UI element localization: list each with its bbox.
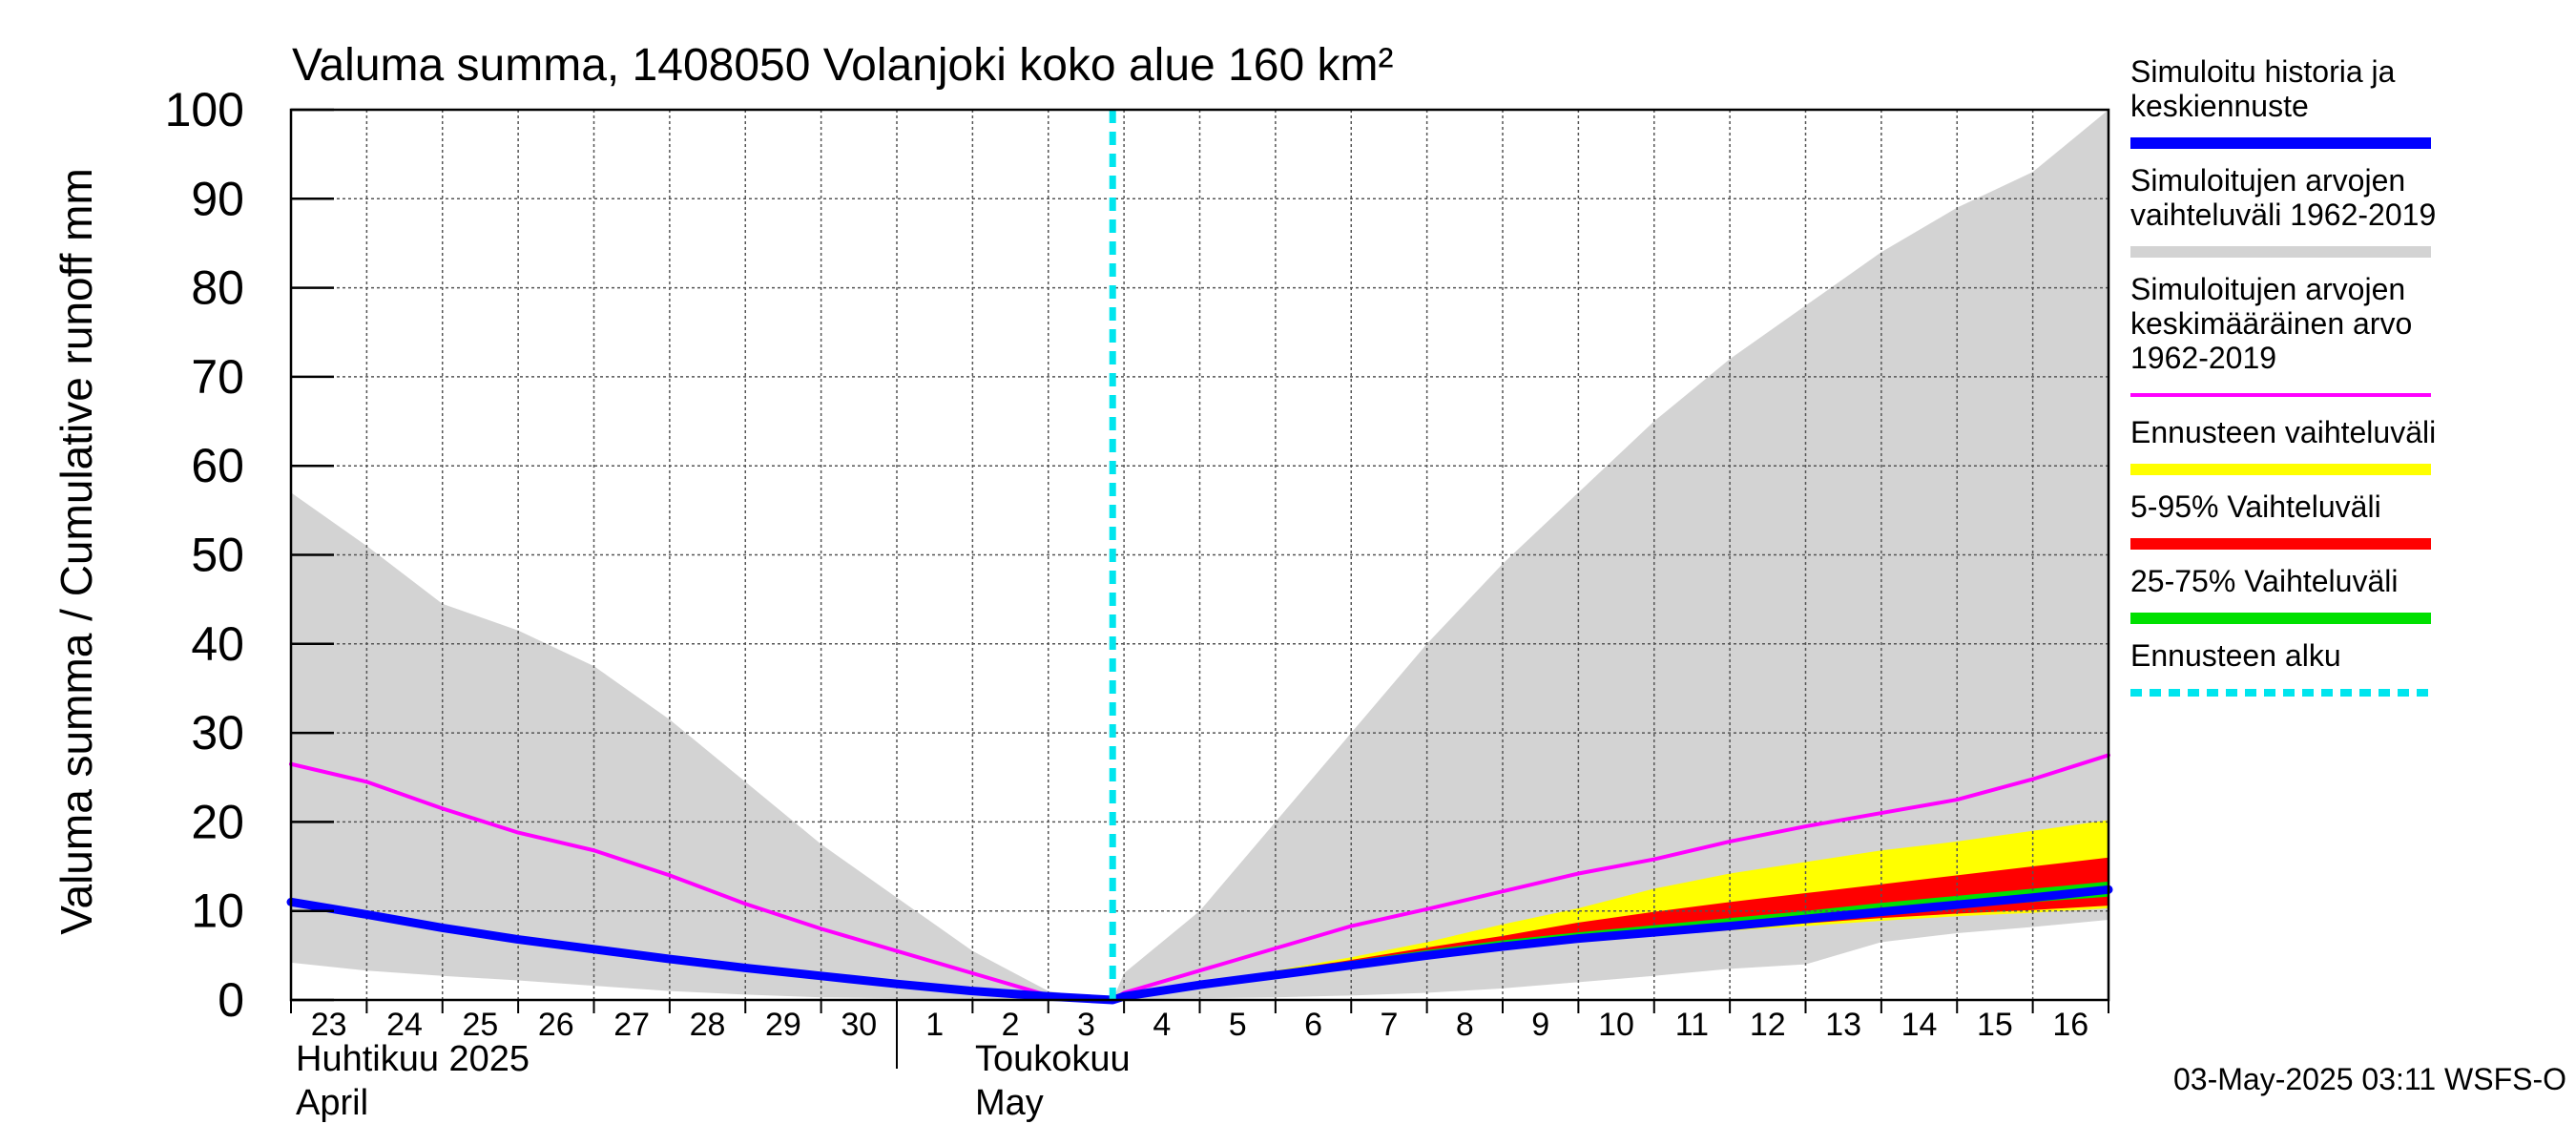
x-day-label: 26 <box>538 1007 574 1043</box>
month-label-fi: Toukokuu <box>975 1039 1131 1079</box>
timestamp-footer: 03-May-2025 03:11 WSFS-O <box>2173 1062 2566 1096</box>
x-day-label: 28 <box>690 1007 726 1043</box>
x-day-label: 24 <box>386 1007 423 1043</box>
x-day-label: 29 <box>765 1007 801 1043</box>
y-tick-label: 60 <box>191 439 244 492</box>
y-tick-label: 20 <box>191 795 244 848</box>
x-day-label: 6 <box>1304 1007 1322 1043</box>
legend-label: Simuloitu historia ja <box>2130 54 2396 89</box>
month-label-en: May <box>975 1083 1044 1123</box>
x-day-label: 27 <box>613 1007 650 1043</box>
y-tick-label: 70 <box>191 350 244 404</box>
x-day-label: 12 <box>1750 1007 1786 1043</box>
month-label-fi: Huhtikuu 2025 <box>296 1039 530 1079</box>
y-tick-label: 100 <box>165 83 244 136</box>
x-day-label: 4 <box>1153 1007 1171 1043</box>
y-tick-label: 90 <box>191 172 244 225</box>
legend-label: Simuloitujen arvojen <box>2130 163 2405 198</box>
x-day-label: 11 <box>1675 1007 1709 1043</box>
legend-label: Ennusteen vaihteluväli <box>2130 415 2436 449</box>
x-day-label: 9 <box>1531 1007 1549 1043</box>
x-day-label: 15 <box>1977 1007 2013 1043</box>
line-series-0 <box>289 753 2110 1002</box>
y-tick-label: 0 <box>218 973 244 1027</box>
axes: 0 10 20 30 40 50 60 70 80 90 100 Valuma summa / Cum… <box>52 83 2110 1123</box>
x-day-label: 16 <box>2052 1007 2088 1043</box>
legend-label: 5-95% Vaihteluväli <box>2130 489 2381 524</box>
x-day-label: 14 <box>1901 1007 1938 1043</box>
x-day-label: 10 <box>1598 1007 1634 1043</box>
y-tick-label: 40 <box>191 617 244 671</box>
y-tick-label: 50 <box>191 529 244 582</box>
x-day-label: 8 <box>1456 1007 1474 1043</box>
band-series-1 <box>1112 820 2109 1000</box>
x-day-label: 1 <box>925 1007 944 1043</box>
line-series-1 <box>286 885 2113 1005</box>
month-label-en: April <box>296 1083 368 1123</box>
y-tick-label: 10 <box>191 885 244 938</box>
x-day-label: 7 <box>1380 1007 1398 1043</box>
x-day-label: 3 <box>1077 1007 1095 1043</box>
y-tick-label: 30 <box>191 706 244 760</box>
x-day-label: 13 <box>1825 1007 1861 1043</box>
legend-label: 1962-2019 <box>2130 341 2276 375</box>
chart-title: Valuma summa, 1408050 Volanjoki koko alu… <box>292 40 1393 91</box>
legend-label: Ennusteen alku <box>2130 638 2341 673</box>
legend-label: keskiennuste <box>2130 89 2309 123</box>
x-day-label: 2 <box>1002 1007 1020 1043</box>
x-day-label: 23 <box>311 1007 347 1043</box>
legend-label: Simuloitujen arvojen <box>2130 272 2405 306</box>
band-series-2 <box>1112 857 2109 1000</box>
band-series-0 <box>291 110 2109 1000</box>
legend-label: 25-75% Vaihteluväli <box>2130 564 2398 598</box>
legend-label: keskimääräinen arvo <box>2130 306 2412 341</box>
x-day-label: 25 <box>463 1007 499 1043</box>
x-day-label: 5 <box>1229 1007 1247 1043</box>
legend-label: vaihteluväli 1962-2019 <box>2130 198 2436 232</box>
y-tick-label: 80 <box>191 261 244 315</box>
y-axis-title: Valuma summa / Cumulative runoff mm <box>52 168 101 935</box>
x-day-label: 30 <box>841 1007 877 1043</box>
series-lines <box>286 110 2113 1005</box>
